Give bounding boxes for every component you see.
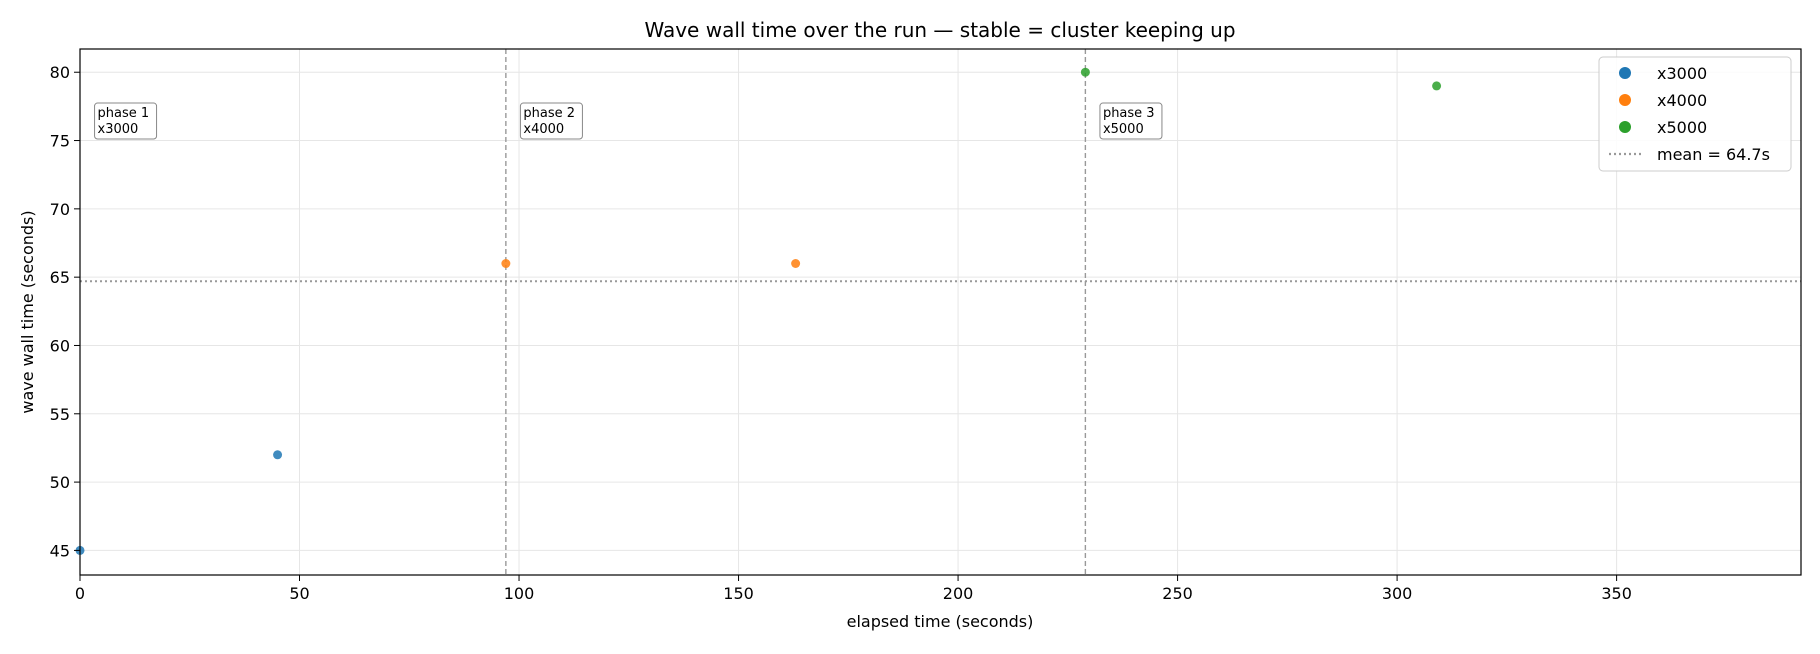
legend-label: x5000	[1657, 118, 1707, 137]
y-tick-label: 60	[50, 336, 70, 355]
x-tick-label: 200	[943, 584, 974, 603]
legend-marker-x5000	[1619, 121, 1631, 133]
annotation-text: x5000	[1103, 122, 1144, 137]
annotation-text: phase 1	[98, 106, 150, 121]
y-tick-label: 75	[50, 132, 70, 151]
data-point-x4000	[791, 258, 801, 268]
legend-marker-x3000	[1619, 67, 1631, 79]
y-axis-label: wave wall time (seconds)	[18, 210, 37, 413]
annotation-box	[94, 102, 158, 140]
annotation-text: phase 3	[1103, 106, 1155, 121]
annotation-text: x4000	[523, 122, 564, 137]
data-point-x3000	[273, 450, 283, 460]
y-tick-label: 80	[50, 63, 70, 82]
reference-lines	[80, 49, 1801, 575]
data-point-x5000	[1080, 67, 1090, 77]
x-tick-label: 50	[289, 584, 309, 603]
axis-ticks: 0 50 100 150 200 250 300 350 45 50 55 60 65 70 75 80	[50, 63, 1632, 603]
legend-label: x4000	[1657, 91, 1707, 110]
annotation-box	[519, 102, 583, 140]
chart-title: Wave wall time over the run — stable = c…	[644, 18, 1235, 42]
annotation-text: x3000	[98, 122, 139, 137]
y-tick-label: 50	[50, 473, 70, 492]
y-tick-label: 55	[50, 405, 70, 424]
x-tick-label: 0	[75, 584, 85, 603]
x-tick-label: 300	[1382, 584, 1413, 603]
annotation-text: phase 2	[523, 106, 575, 121]
x-axis-label: elapsed time (seconds)	[847, 612, 1034, 631]
y-tick-label: 70	[50, 200, 70, 219]
legend-box	[1598, 56, 1792, 172]
x-tick-label: 100	[504, 584, 535, 603]
plot-frame	[79, 48, 1802, 576]
legend-marker-x4000	[1619, 94, 1631, 106]
y-tick-label: 65	[50, 268, 70, 287]
x-tick-label: 150	[723, 584, 754, 603]
data-point-x5000	[1432, 81, 1442, 91]
data-point-x4000	[501, 258, 511, 268]
legend: x3000 x4000 x5000 mean = 64.7s	[1598, 56, 1792, 172]
data-points	[75, 67, 1442, 555]
legend-label: mean = 64.7s	[1657, 145, 1770, 164]
grid	[79, 49, 1801, 575]
annotation-box	[1099, 102, 1163, 140]
legend-label: x3000	[1657, 64, 1707, 83]
y-tick-label: 45	[50, 541, 70, 560]
x-tick-label: 350	[1601, 584, 1632, 603]
x-tick-label: 250	[1162, 584, 1193, 603]
